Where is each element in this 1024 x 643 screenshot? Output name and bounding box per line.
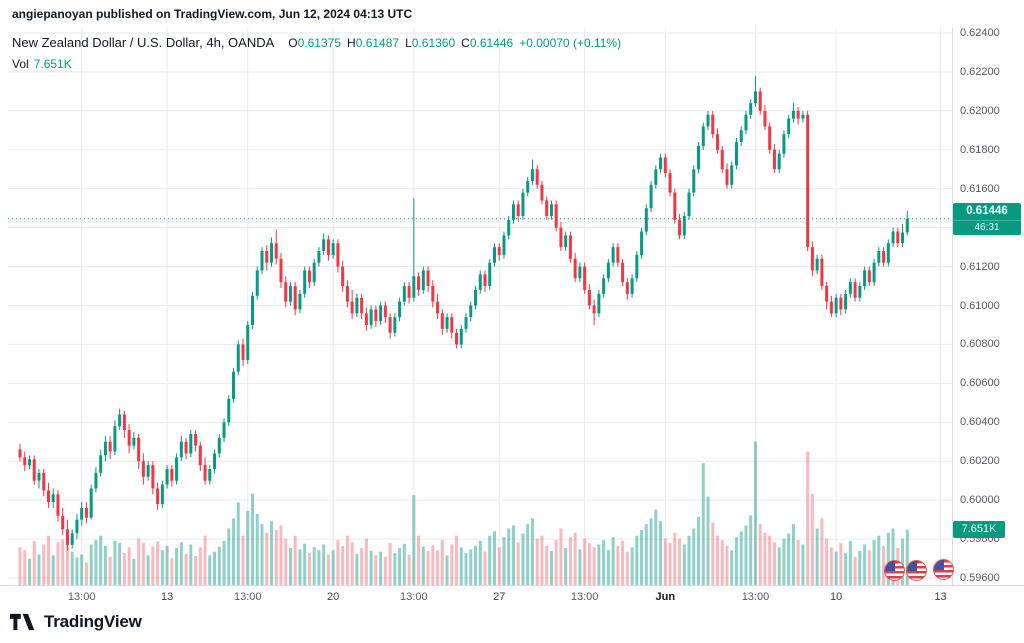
tradingview-logo-icon[interactable] [10, 612, 37, 632]
change-value: +0.00070 (+0.11%) [519, 36, 622, 50]
time-axis[interactable]: 13:00 13 13:00 20 13:00 27 13:00 Jun 13:00 10 13 [8, 585, 952, 607]
low-label: L [405, 36, 412, 50]
current-price-badge: 0.61446 46:31 [953, 202, 1021, 235]
close-label: C [461, 36, 470, 50]
chart-legend: New Zealand Dollar / U.S. Dollar, 4h, OA… [12, 34, 621, 73]
price-axis-label: 0.60000 [960, 494, 1000, 507]
time-axis-label: 13 [934, 591, 947, 603]
price-axis-label: 0.59600 [960, 572, 1000, 584]
price-axis-label: 0.61600 [960, 182, 1000, 195]
time-axis-label: 10 [829, 591, 843, 603]
time-axis-label: 13:00 [570, 591, 599, 603]
time-axis-label: 20 [327, 591, 340, 603]
chart-container: New Zealand Dollar / U.S. Dollar, 4h, OA… [0, 27, 1024, 603]
current-price-value: 0.61446 [966, 204, 1008, 217]
volume-value: 7.651K [33, 57, 72, 71]
current-volume-badge: 7.651K [953, 520, 1005, 538]
price-axis[interactable]: 0.62400 0.62200 0.62000 0.61800 0.61600 0.614… [952, 27, 1024, 585]
price-axis-label: 0.60800 [960, 338, 1000, 351]
price-axis-label: 0.61200 [960, 260, 1000, 273]
us-flag-event-icon[interactable] [906, 560, 927, 581]
time-axis-label: 13:00 [741, 591, 770, 603]
high-label: H [347, 36, 356, 50]
price-axis-label: 0.60400 [960, 416, 1000, 429]
footer-bar: TradingView [0, 600, 1024, 643]
time-axis-label: 27 [493, 591, 506, 603]
symbol-title[interactable]: New Zealand Dollar / U.S. Dollar, 4h, OA… [12, 35, 275, 50]
price-axis-label: 0.62200 [960, 65, 1000, 78]
attribution-text: angiepanoyan published on TradingView.co… [12, 7, 413, 21]
time-axis-label: 13:00 [400, 591, 428, 603]
price-axis-label: 0.60600 [960, 377, 1000, 390]
price-axis-label: 0.61800 [960, 143, 1000, 156]
tradingview-wordmark[interactable]: TradingView [44, 611, 142, 631]
time-axis-label: 13 [160, 591, 174, 603]
high-value: 0.61487 [355, 36, 400, 50]
open-value: 0.61375 [297, 36, 342, 50]
time-axis-divider [0, 585, 1024, 586]
price-axis-label: 0.60200 [960, 455, 1000, 468]
attribution-bar: angiepanoyan published on TradingView.co… [0, 0, 412, 28]
price-axis-label: 0.61000 [960, 299, 1000, 312]
candlestick-chart[interactable] [8, 28, 952, 585]
time-axis-label: 13:00 [233, 591, 262, 603]
volume-label: Vol [12, 57, 29, 71]
us-flag-event-icon[interactable] [884, 560, 905, 581]
time-axis-label: 13:00 [67, 591, 96, 603]
close-value: 0.61446 [469, 36, 514, 50]
low-value: 0.61360 [411, 36, 456, 50]
open-label: O [288, 36, 298, 50]
bar-countdown: 46:31 [953, 219, 1021, 235]
price-axis-label: 0.62400 [960, 27, 1000, 39]
time-axis-label: Jun [655, 591, 676, 603]
price-axis-label: 0.62000 [960, 104, 1000, 117]
us-flag-event-icon[interactable] [933, 559, 954, 580]
